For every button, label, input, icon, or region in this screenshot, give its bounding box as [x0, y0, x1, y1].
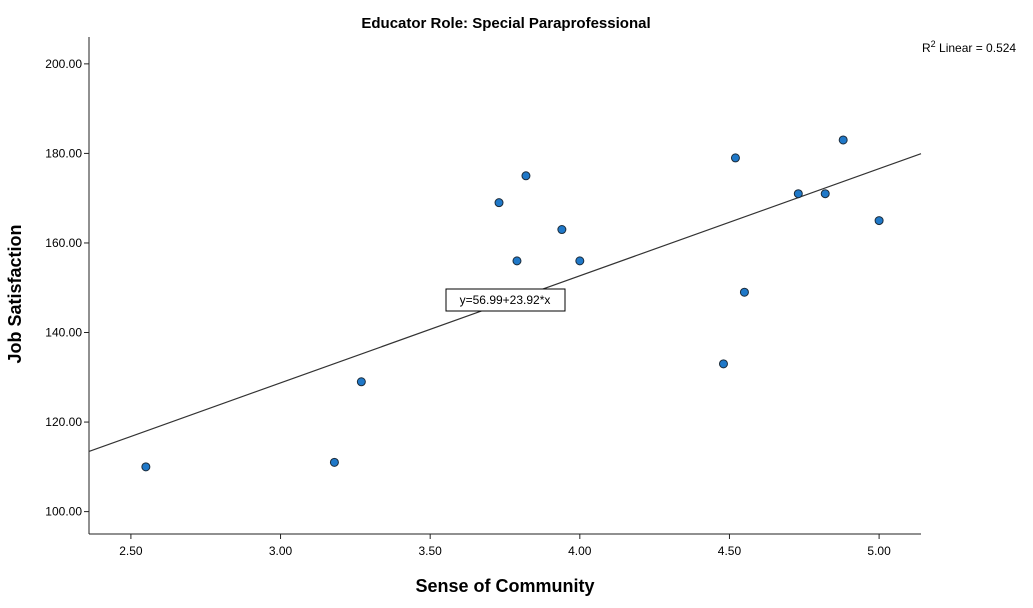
y-axis-label: Job Satisfaction	[5, 224, 25, 363]
x-axis-label: Sense of Community	[415, 576, 594, 596]
plot-area: 2.50 3.00 3.50 4.00 4.50 5.00 100.00 120.00 140…	[45, 37, 922, 558]
r-squared-value: Linear = 0.524	[936, 41, 1017, 55]
r-squared-prefix: R	[922, 41, 931, 55]
data-point	[838, 135, 848, 145]
data-point	[730, 153, 740, 163]
y-tick-label: 140.00	[45, 326, 82, 340]
data-point	[329, 457, 339, 467]
equation-annotation: y=56.99+23.92*x	[445, 288, 566, 312]
data-point	[575, 256, 585, 266]
x-tick-label: 2.50	[119, 544, 143, 558]
data-point	[718, 359, 728, 369]
y-tick-label: 160.00	[45, 236, 82, 250]
r-squared-label: R2 Linear = 0.524	[922, 39, 1016, 55]
data-point	[141, 462, 151, 472]
chart-title: Educator Role: Special Paraprofessional	[361, 15, 650, 32]
data-points	[141, 135, 884, 472]
data-point	[494, 198, 504, 208]
y-axis-ticks: 100.00 120.00 140.00 160.00 180.00 200.00	[45, 57, 89, 519]
y-tick-label: 120.00	[45, 415, 82, 429]
x-axis-ticks: 2.50 3.00 3.50 4.00 4.50 5.00	[119, 534, 891, 558]
x-tick-label: 4.00	[568, 544, 592, 558]
x-tick-label: 5.00	[867, 544, 891, 558]
data-point	[820, 189, 830, 199]
y-tick-label: 180.00	[45, 146, 82, 160]
data-point	[557, 225, 567, 235]
x-tick-label: 3.50	[419, 544, 443, 558]
data-point	[521, 171, 531, 181]
x-tick-label: 4.50	[718, 544, 742, 558]
data-point	[874, 216, 884, 226]
data-point	[739, 287, 749, 297]
equation-box	[445, 288, 566, 312]
y-tick-label: 200.00	[45, 57, 82, 71]
data-point	[512, 256, 522, 266]
r-squared-superscript: 2	[931, 39, 936, 49]
x-tick-label: 3.00	[269, 544, 293, 558]
equation-label: y=56.99+23.92*x	[460, 293, 551, 307]
y-tick-label: 100.00	[45, 505, 82, 519]
data-point	[356, 377, 366, 387]
data-point	[793, 189, 803, 199]
